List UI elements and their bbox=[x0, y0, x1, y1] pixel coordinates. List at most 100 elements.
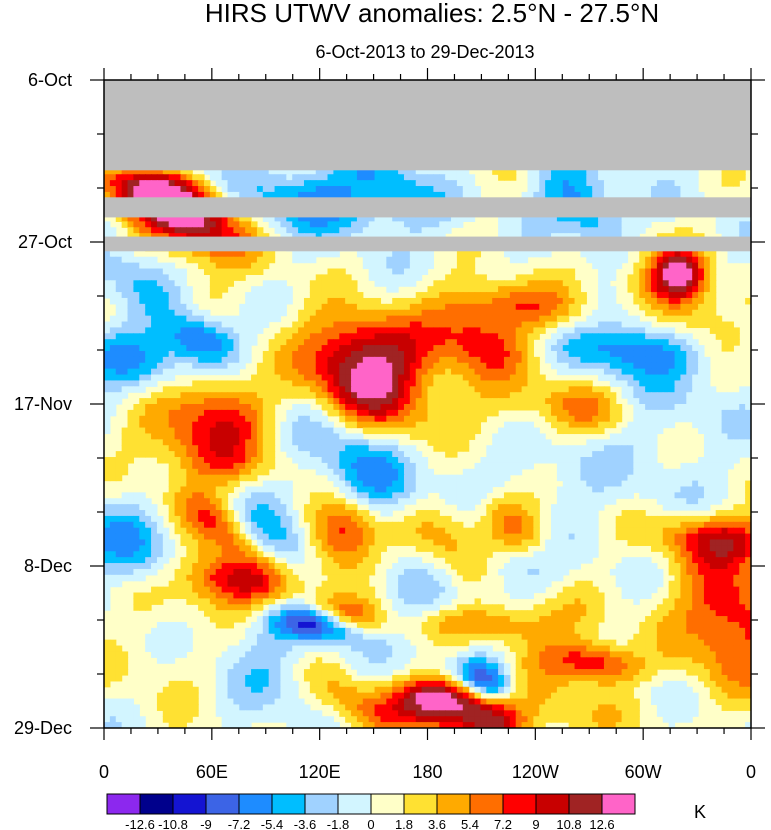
field-cell bbox=[104, 250, 111, 258]
field-cell bbox=[456, 262, 464, 270]
field-cell bbox=[680, 368, 687, 376]
field-cell bbox=[539, 168, 546, 175]
field-cell bbox=[286, 221, 293, 228]
field-cell bbox=[515, 286, 523, 293]
field-cell bbox=[615, 362, 623, 370]
field-cell bbox=[727, 215, 734, 222]
field-cell bbox=[245, 174, 252, 181]
field-cell bbox=[515, 392, 523, 399]
field-cell bbox=[203, 339, 211, 346]
field-cell bbox=[174, 339, 182, 346]
field-cell bbox=[580, 227, 587, 234]
field-cell bbox=[321, 345, 329, 352]
field-cell bbox=[639, 191, 646, 199]
field-cell bbox=[680, 345, 687, 352]
field-cell bbox=[374, 356, 382, 364]
field-cell bbox=[221, 280, 229, 287]
field-cell bbox=[462, 174, 470, 181]
field-cell bbox=[451, 356, 458, 364]
field-cell bbox=[527, 215, 534, 222]
field-cell bbox=[392, 221, 399, 228]
field-cell bbox=[562, 292, 570, 299]
field-cell bbox=[545, 280, 552, 287]
field-cell bbox=[280, 227, 287, 234]
field-cell bbox=[151, 339, 158, 346]
field-cell bbox=[280, 174, 287, 181]
field-cell bbox=[656, 233, 664, 240]
field-cell bbox=[186, 168, 193, 175]
field-cell bbox=[645, 380, 652, 387]
field-cell bbox=[474, 398, 482, 405]
field-cell bbox=[674, 398, 682, 405]
field-cell bbox=[227, 215, 234, 222]
field-cell bbox=[180, 398, 187, 405]
field-cell bbox=[621, 392, 629, 399]
field-cell bbox=[645, 297, 652, 305]
field-cell bbox=[121, 380, 129, 387]
field-cell bbox=[180, 227, 187, 234]
field-cell bbox=[503, 221, 511, 228]
field-cell bbox=[609, 256, 617, 264]
field-cell bbox=[109, 374, 117, 382]
field-cell bbox=[162, 227, 170, 234]
field-cell bbox=[456, 303, 464, 311]
field-cell bbox=[251, 297, 258, 305]
field-cell bbox=[133, 327, 140, 334]
field-cell bbox=[127, 386, 135, 393]
field-cell bbox=[692, 286, 699, 293]
field-cell bbox=[309, 392, 317, 399]
field-cell bbox=[692, 174, 699, 181]
field-cell bbox=[651, 345, 658, 352]
field-cell bbox=[339, 333, 346, 340]
field-cell bbox=[286, 356, 293, 364]
field-cell bbox=[286, 174, 293, 181]
field-cell bbox=[445, 362, 452, 370]
field-cell bbox=[392, 321, 399, 329]
field-cell bbox=[539, 321, 546, 329]
field-cell bbox=[445, 368, 452, 376]
field-cell bbox=[274, 227, 282, 234]
field-cell bbox=[315, 180, 323, 187]
field-cell bbox=[168, 409, 176, 417]
field-cell bbox=[556, 404, 564, 411]
field-cell bbox=[615, 233, 623, 240]
field-cell bbox=[245, 186, 252, 193]
field-cell bbox=[427, 227, 434, 234]
field-cell bbox=[662, 174, 670, 181]
field-cell bbox=[598, 386, 605, 393]
field-cell bbox=[115, 333, 123, 340]
field-cell bbox=[356, 186, 364, 193]
field-cell bbox=[315, 327, 323, 334]
field-cell bbox=[274, 350, 282, 358]
field-cell bbox=[492, 356, 499, 364]
field-cell bbox=[151, 191, 158, 199]
field-cell bbox=[415, 362, 423, 370]
field-cell bbox=[339, 168, 346, 175]
field-cell bbox=[427, 339, 434, 346]
field-cell bbox=[674, 186, 682, 193]
field-cell bbox=[398, 174, 405, 181]
field-cell bbox=[315, 250, 323, 258]
field-cell bbox=[686, 333, 693, 340]
field-cell bbox=[303, 356, 311, 364]
field-cell bbox=[433, 345, 440, 352]
field-cell bbox=[698, 274, 705, 281]
field-cell bbox=[198, 386, 205, 393]
field-cell bbox=[456, 174, 464, 181]
field-cell bbox=[633, 168, 640, 175]
field-cell bbox=[427, 168, 434, 175]
field-cell bbox=[492, 404, 499, 411]
field-cell bbox=[551, 404, 558, 411]
field-cell bbox=[403, 180, 411, 187]
field-cell bbox=[345, 286, 352, 293]
field-cell bbox=[398, 280, 405, 287]
field-cell bbox=[468, 327, 476, 334]
field-cell bbox=[609, 392, 617, 399]
field-cell bbox=[174, 280, 182, 287]
field-cell bbox=[104, 404, 111, 411]
field-cell bbox=[221, 286, 229, 293]
field-cell bbox=[127, 374, 135, 382]
field-cell bbox=[233, 315, 240, 323]
field-cell bbox=[721, 404, 729, 411]
